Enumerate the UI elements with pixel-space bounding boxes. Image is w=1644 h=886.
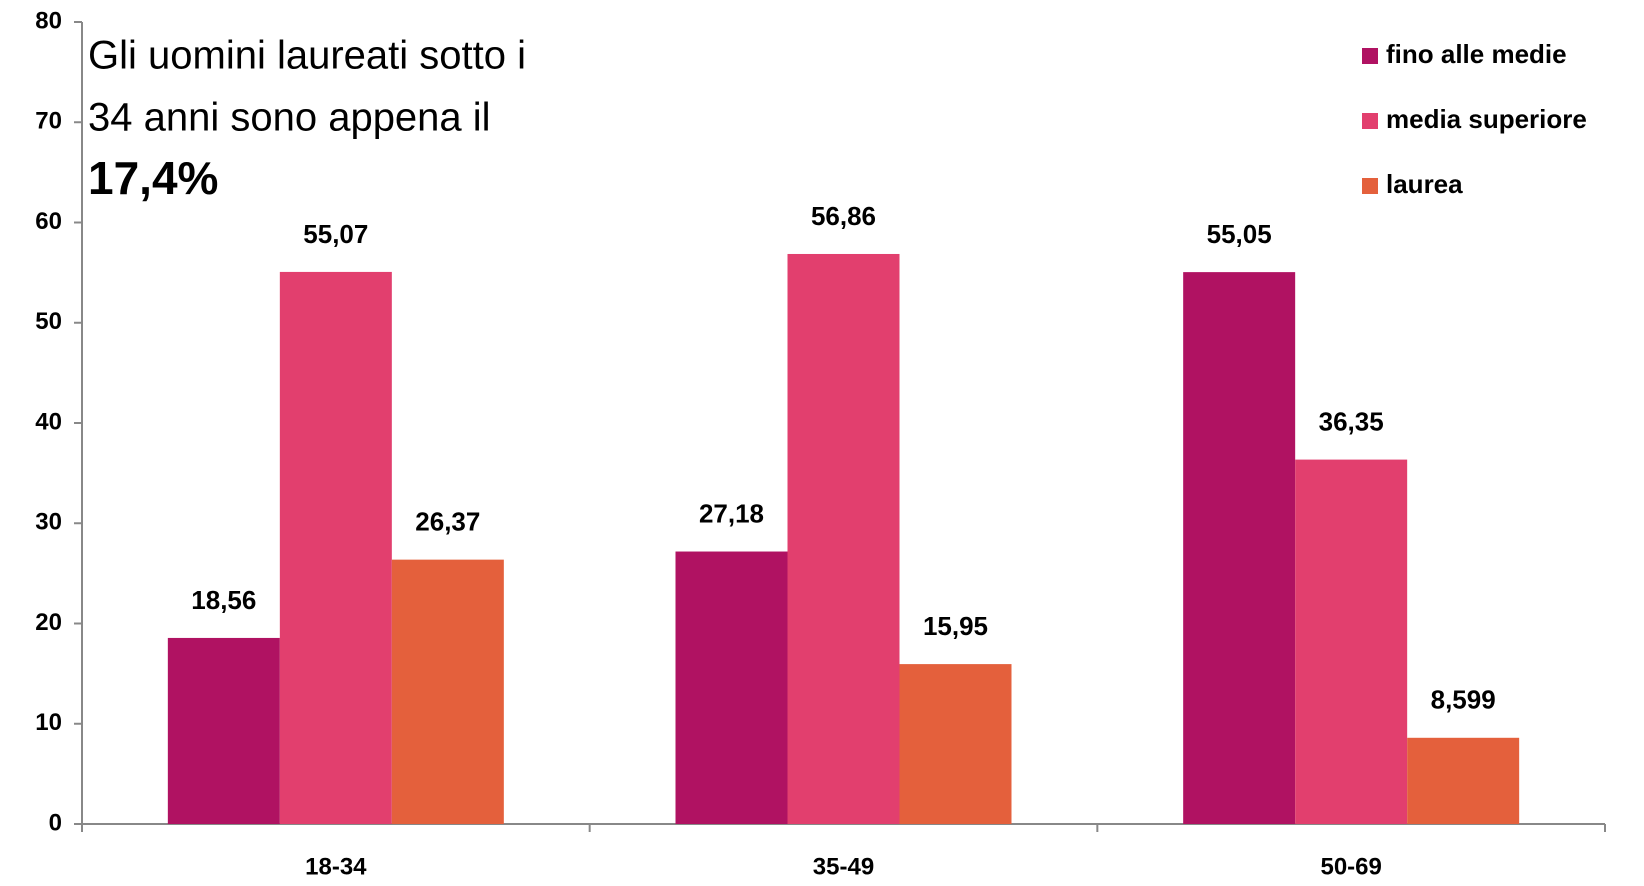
value-label: 56,86: [811, 201, 876, 231]
y-tick-label: 10: [35, 709, 62, 736]
x-tick-label: 50-69: [1320, 853, 1381, 880]
value-label: 27,18: [699, 498, 764, 528]
legend-label: media superiore: [1386, 104, 1587, 134]
bar: [1183, 272, 1296, 824]
x-tick-label: 18-34: [305, 853, 367, 880]
bar: [1295, 459, 1408, 824]
value-label: 26,37: [415, 507, 480, 537]
bar: [167, 637, 280, 824]
value-label: 8,599: [1431, 685, 1496, 715]
legend-swatch: [1362, 113, 1378, 129]
value-label: 36,35: [1319, 406, 1384, 436]
y-tick-label: 20: [35, 609, 62, 636]
y-tick-label: 0: [49, 809, 62, 836]
y-tick-label: 30: [35, 509, 62, 536]
annotation: Gli uomini laureati sotto i: [88, 34, 526, 78]
bar: [391, 559, 504, 824]
y-tick-label: 40: [35, 408, 62, 435]
value-label: 55,07: [303, 219, 368, 249]
annotation: 34 anni sono appena il: [88, 96, 491, 140]
value-label: 15,95: [923, 611, 988, 641]
legend-swatch: [1362, 178, 1378, 194]
bar: [1407, 737, 1520, 824]
bar: [675, 551, 788, 824]
y-tick-label: 50: [35, 308, 62, 335]
y-tick-label: 80: [35, 7, 62, 34]
annotation-highlight: 17,4%: [88, 152, 218, 204]
legend-swatch: [1362, 48, 1378, 64]
bar: [787, 253, 900, 824]
x-tick-label: 35-49: [813, 853, 874, 880]
legend-label: laurea: [1386, 169, 1463, 199]
bar: [279, 271, 392, 825]
value-label: 18,56: [191, 585, 256, 615]
y-tick-label: 70: [35, 108, 62, 135]
value-label: 55,05: [1207, 219, 1272, 249]
bar: [899, 664, 1012, 824]
legend-label: fino alle medie: [1386, 39, 1567, 69]
y-tick-label: 60: [35, 208, 62, 235]
